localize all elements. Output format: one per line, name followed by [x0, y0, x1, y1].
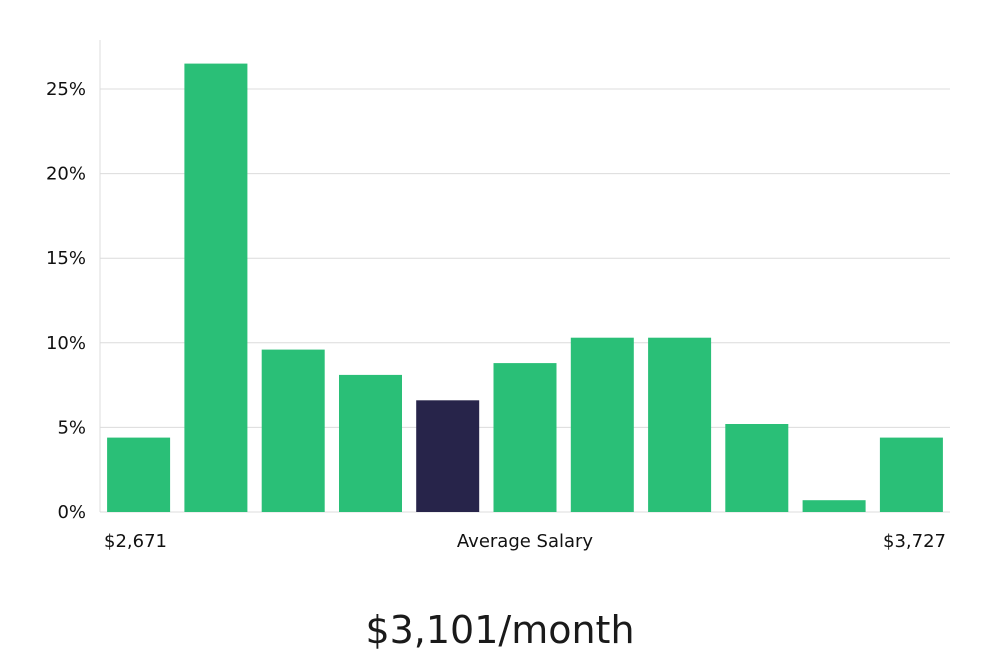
bar — [570, 337, 634, 512]
bar — [339, 374, 402, 512]
y-tick-label: 5% — [57, 417, 86, 438]
bar — [648, 337, 712, 512]
x-min-label: $2,671 — [104, 531, 167, 552]
y-tick-labels: 0% 5% 10% 15% 20% 25% — [46, 79, 86, 523]
salary-histogram: 0% 5% 10% 15% 20% 25% $2,671 Average Salary $… — [46, 40, 950, 552]
bars — [107, 63, 943, 512]
x-axis-title: Average Salary — [457, 531, 594, 552]
y-tick-label: 25% — [46, 79, 86, 100]
bar — [261, 349, 325, 512]
bar — [184, 63, 248, 512]
bar-highlighted — [416, 400, 480, 512]
y-tick-label: 0% — [57, 502, 86, 523]
bar — [725, 424, 789, 512]
bar — [802, 500, 866, 512]
x-max-label: $3,727 — [883, 531, 946, 552]
bar — [879, 437, 943, 512]
average-salary-value: $3,101/month — [365, 608, 635, 652]
y-tick-label: 15% — [46, 248, 86, 269]
y-tick-label: 10% — [46, 333, 86, 354]
y-tick-label: 20% — [46, 164, 86, 185]
bar — [493, 363, 557, 512]
bar — [107, 437, 171, 512]
